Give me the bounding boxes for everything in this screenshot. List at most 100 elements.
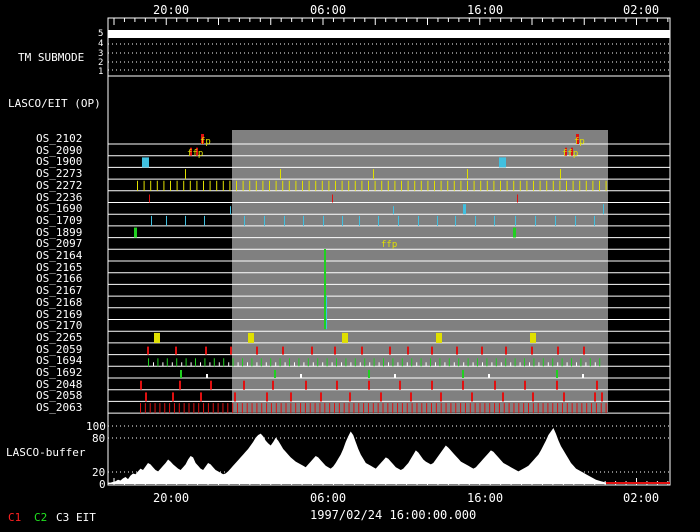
event-mark	[201, 134, 204, 144]
event-mark	[575, 215, 576, 226]
event-mark	[363, 403, 365, 414]
event-mark	[256, 362, 258, 367]
event-mark	[519, 180, 521, 191]
event-mark	[486, 180, 488, 191]
event-mark	[295, 180, 297, 191]
event-mark	[431, 346, 433, 355]
event-mark	[458, 358, 460, 367]
event-mark	[401, 180, 402, 191]
event-mark	[163, 180, 165, 191]
plot-frame	[107, 17, 671, 486]
event-mark	[204, 215, 205, 226]
event-label-ffp: ffp	[562, 149, 579, 159]
event-mark	[229, 180, 231, 191]
event-mark	[563, 392, 565, 402]
event-mark	[474, 403, 476, 414]
event-mark	[137, 180, 138, 191]
event-mark	[440, 403, 442, 414]
event-mark	[378, 362, 380, 367]
event-mark	[471, 392, 473, 402]
buffer-tick-0: 0	[99, 478, 106, 491]
event-mark	[523, 403, 525, 414]
event-mark	[193, 403, 195, 414]
event-mark	[200, 392, 202, 402]
event-mark	[557, 346, 559, 355]
event-mark	[498, 403, 500, 414]
event-mark	[176, 180, 178, 191]
event-mark	[406, 362, 408, 367]
event-mark	[481, 346, 483, 355]
os-row-label: OS_2272	[36, 178, 83, 192]
event-mark	[561, 358, 563, 367]
event-mark	[364, 358, 366, 367]
event-mark	[398, 215, 399, 226]
event-mark	[270, 358, 272, 367]
event-mark	[513, 403, 515, 414]
event-mark	[467, 169, 468, 180]
event-mark	[430, 358, 431, 367]
event-mark	[505, 346, 507, 355]
os-row-label: OS_1899	[36, 225, 83, 239]
event-mark	[290, 403, 292, 414]
event-mark	[305, 380, 307, 390]
event-mark	[309, 403, 311, 414]
event-mark	[175, 346, 177, 355]
event-mark	[571, 358, 572, 367]
event-mark	[203, 180, 204, 191]
event-mark	[336, 358, 337, 367]
event-mark	[437, 215, 438, 226]
event-mark	[207, 403, 209, 414]
event-mark	[447, 180, 449, 191]
event-mark	[542, 403, 544, 414]
event-mark	[185, 215, 186, 226]
event-mark	[324, 403, 326, 414]
event-mark	[353, 403, 355, 414]
event-mark	[166, 215, 167, 226]
event-mark	[196, 147, 198, 156]
event-mark	[557, 403, 559, 414]
event-mark	[394, 374, 396, 378]
event-mark	[206, 374, 208, 378]
event-mark	[533, 180, 534, 191]
event-mark	[431, 403, 432, 414]
legend-c2: C2	[34, 511, 48, 524]
event-mark	[341, 180, 343, 191]
event-mark	[585, 180, 587, 191]
event-mark	[241, 403, 243, 414]
event-mark	[453, 362, 455, 367]
event-mark	[341, 362, 342, 367]
event-mark	[372, 403, 374, 414]
event-mark	[582, 374, 584, 378]
event-mark	[196, 180, 198, 191]
os-row-label: OS_2059	[36, 342, 83, 356]
event-mark	[185, 358, 187, 367]
event-mark	[290, 392, 292, 402]
event-mark	[144, 403, 146, 414]
tm-level-5: 5	[98, 29, 104, 39]
event-mark	[298, 358, 300, 367]
event-mark	[494, 403, 496, 414]
legend-c3: C3	[56, 511, 70, 524]
event-mark	[455, 403, 457, 414]
event-mark	[503, 403, 505, 414]
event-mark	[288, 180, 290, 191]
event-mark	[479, 403, 481, 414]
event-mark	[561, 403, 563, 414]
event-mark	[420, 180, 422, 191]
event-mark	[328, 180, 330, 191]
event-mark	[572, 180, 574, 191]
event-mark	[538, 362, 540, 367]
event-mark	[472, 362, 474, 367]
event-mark	[513, 227, 516, 238]
event-mark	[401, 403, 403, 414]
event-mark	[552, 180, 554, 191]
observation-window	[232, 130, 608, 412]
event-mark	[343, 403, 345, 414]
event-mark	[475, 215, 476, 226]
event-mark	[223, 358, 225, 367]
event-mark	[555, 215, 556, 226]
event-mark	[368, 380, 370, 390]
os-row-label: OS_1692	[36, 366, 83, 379]
lasco-eit-label: LASCO/EIT (OP)	[8, 97, 101, 110]
os-row-label: OS_2169	[36, 307, 83, 321]
